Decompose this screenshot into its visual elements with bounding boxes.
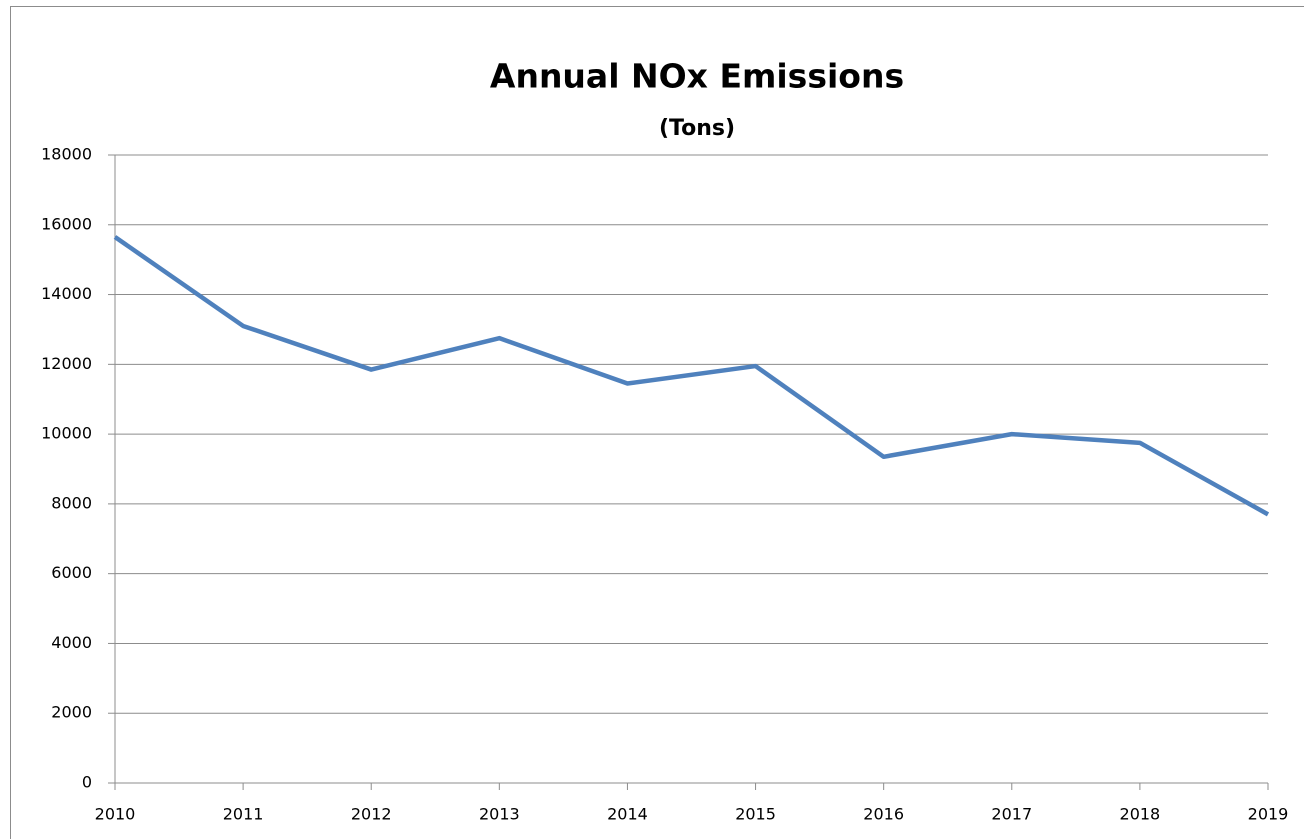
y-tick-label: 2000: [51, 703, 92, 722]
y-tick-label: 14000: [41, 284, 92, 303]
x-tick-label: 2019: [1248, 805, 1289, 824]
y-tick-label: 16000: [41, 214, 92, 233]
x-tick-label: 2017: [991, 805, 1032, 824]
y-tick-label: 18000: [41, 145, 92, 164]
y-tick-label: 4000: [51, 633, 92, 652]
y-tick-label: 6000: [51, 563, 92, 582]
chart-frame: [10, 6, 1304, 839]
x-tick-label: 2011: [223, 805, 264, 824]
x-tick-label: 2018: [1120, 805, 1161, 824]
y-tick-label: 12000: [41, 354, 92, 373]
y-tick-label: 10000: [41, 424, 92, 443]
x-tick-label: 2013: [479, 805, 520, 824]
x-tick-label: 2010: [95, 805, 136, 824]
x-tick-label: 2012: [351, 805, 392, 824]
y-tick-label: 0: [82, 773, 92, 792]
data-line: [113, 235, 1270, 517]
x-tick-label: 2015: [735, 805, 776, 824]
y-tick-label: 8000: [51, 493, 92, 512]
x-tick-label: 2016: [863, 805, 904, 824]
x-tick-label: 2014: [607, 805, 648, 824]
chart-subtitle: (Tons): [659, 116, 735, 141]
chart-title: Annual NOx Emissions: [490, 57, 904, 96]
